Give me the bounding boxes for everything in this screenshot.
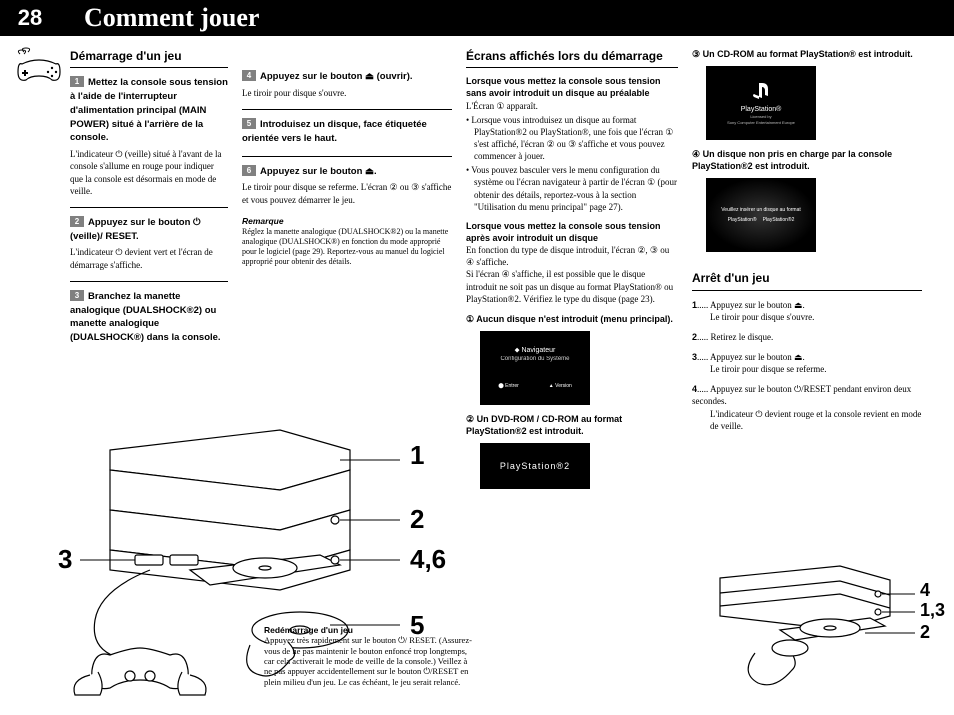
intro-body: En fonction du type de disque introduit,… xyxy=(466,244,678,268)
restart-note: Redémarrage d'un jeu Appuyez très rapide… xyxy=(264,625,474,687)
intro-body-2: Si l'écran ④ s'affiche, il est possible … xyxy=(466,268,678,304)
screen-ps1: PlayStation® Licensed by Sony Computer E… xyxy=(706,66,816,140)
screen-main-menu: ⬥ Navigateur Configuration du Système ⬤ … xyxy=(480,331,590,405)
step-number: 3 xyxy=(70,290,84,301)
step-6: 6 Appuyez sur le bouton ⏏. Le tiroir pour… xyxy=(242,165,452,206)
header: 28 Comment jouer xyxy=(0,0,954,36)
step-number: 6 xyxy=(242,165,256,176)
diagram-right-label-13: 1,3 xyxy=(920,600,945,621)
diagram-label-46: 4,6 xyxy=(410,544,446,575)
diagram-label-2: 2 xyxy=(410,504,424,535)
intro-body: L'Écran ① apparaît. xyxy=(466,100,678,112)
step-number: 1 xyxy=(70,76,84,87)
intro-bold: Lorsque vous mettez la console sous tens… xyxy=(466,76,678,99)
screen-item-2: ② Un DVD-ROM / CD-ROM au format PlayStat… xyxy=(466,413,678,489)
note-heading: Remarque xyxy=(242,216,452,227)
separator xyxy=(70,207,228,208)
screen-item-3: ③ Un CD-ROM au format PlayStation® est i… xyxy=(692,48,922,140)
step-5: 5Introduisez un disque, face étiquetée o… xyxy=(242,118,452,146)
step-title: Mettez la console sous tension à l'aide … xyxy=(70,77,228,143)
screen-item-1: ① Aucun disque n'est introduit (menu pri… xyxy=(466,313,678,405)
section-heading-start: Démarrage d'un jeu xyxy=(70,48,228,68)
separator xyxy=(242,156,452,157)
section-heading-stop: Arrêt d'un jeu xyxy=(692,270,922,290)
stop-list: 1..... Appuyez sur le bouton ⏏.Le tiroir… xyxy=(692,299,922,432)
step-1: 1Mettez la console sous tension à l'aide… xyxy=(70,76,228,197)
controller-icon xyxy=(14,46,64,88)
step-number: 2 xyxy=(70,216,84,227)
intro-bold: Lorsque vous mettez la console sous tens… xyxy=(466,221,678,244)
stop-step: 1..... Appuyez sur le bouton ⏏.Le tiroir… xyxy=(692,299,922,323)
stop-step: 3..... Appuyez sur le bouton ⏏.Le tiroir… xyxy=(692,351,922,375)
bullet: • Lorsque vous introduisez un disque au … xyxy=(466,114,678,163)
section-heading-screens: Écrans affichés lors du démarrage xyxy=(466,48,678,68)
step-body: L'indicateur ⏻ (veille) situé à l'avant … xyxy=(70,148,228,197)
step-4: 4 Appuyez sur le bouton ⏏ (ouvrir). Le ti… xyxy=(242,70,452,99)
page-number: 28 xyxy=(0,0,60,36)
step-title: Appuyez sur le bouton ⏏ (ouvrir). xyxy=(260,71,413,82)
note-body: Réglez la manette analogique (DUALSHOCK®… xyxy=(242,227,452,267)
playstation-logo-icon xyxy=(751,81,771,101)
bullet: • Vous pouvez basculer vers le menu conf… xyxy=(466,164,678,213)
screen-item-4: ④ Un disque non pris en charge par la co… xyxy=(692,148,922,252)
diagram-label-3: 3 xyxy=(58,544,72,575)
diagram-right-label-2: 2 xyxy=(920,622,930,643)
stop-step: 4..... Appuyez sur le bouton ⏻/RESET pen… xyxy=(692,383,922,432)
diagram-right-label-4: 4 xyxy=(920,580,930,601)
restart-heading: Redémarrage d'un jeu xyxy=(264,625,474,635)
column-4: ③ Un CD-ROM au format PlayStation® est i… xyxy=(692,48,922,493)
restart-body: Appuyez très rapidement sur le bouton ⏻/… xyxy=(264,635,474,687)
column-3: Écrans affichés lors du démarrage Lorsqu… xyxy=(466,48,678,493)
console-diagram-right xyxy=(700,558,930,708)
step-3: 3Branchez la manette analogique (DUALSHO… xyxy=(70,290,228,345)
step-body: Le tiroir pour disque s'ouvre. xyxy=(242,87,452,99)
step-2: 2Appuyez sur le bouton ⏻ (veille)/ RESET… xyxy=(70,216,228,271)
stop-step: 2..... Retirez le disque. xyxy=(692,331,922,343)
separator xyxy=(70,281,228,282)
step-title: Appuyez sur le bouton ⏏. xyxy=(260,166,377,177)
screen-ps2: PlayStation®2 xyxy=(480,443,590,489)
step-number: 4 xyxy=(242,70,256,81)
step-body: L'indicateur ⏻ devient vert et l'écran d… xyxy=(70,246,228,270)
diagram-label-1: 1 xyxy=(410,440,424,471)
step-title: Introduisez un disque, face étiquetée or… xyxy=(242,119,427,144)
screen-unsupported: Veuillez insérer un disque au format Pla… xyxy=(706,178,816,252)
page-title: Comment jouer xyxy=(60,0,954,36)
step-title: Appuyez sur le bouton ⏻ (veille)/ RESET. xyxy=(70,217,201,242)
step-number: 5 xyxy=(242,118,256,129)
separator xyxy=(242,109,452,110)
step-body: Le tiroir pour disque se referme. L'écra… xyxy=(242,181,452,205)
step-title: Branchez la manette analogique (DUALSHOC… xyxy=(70,291,221,343)
